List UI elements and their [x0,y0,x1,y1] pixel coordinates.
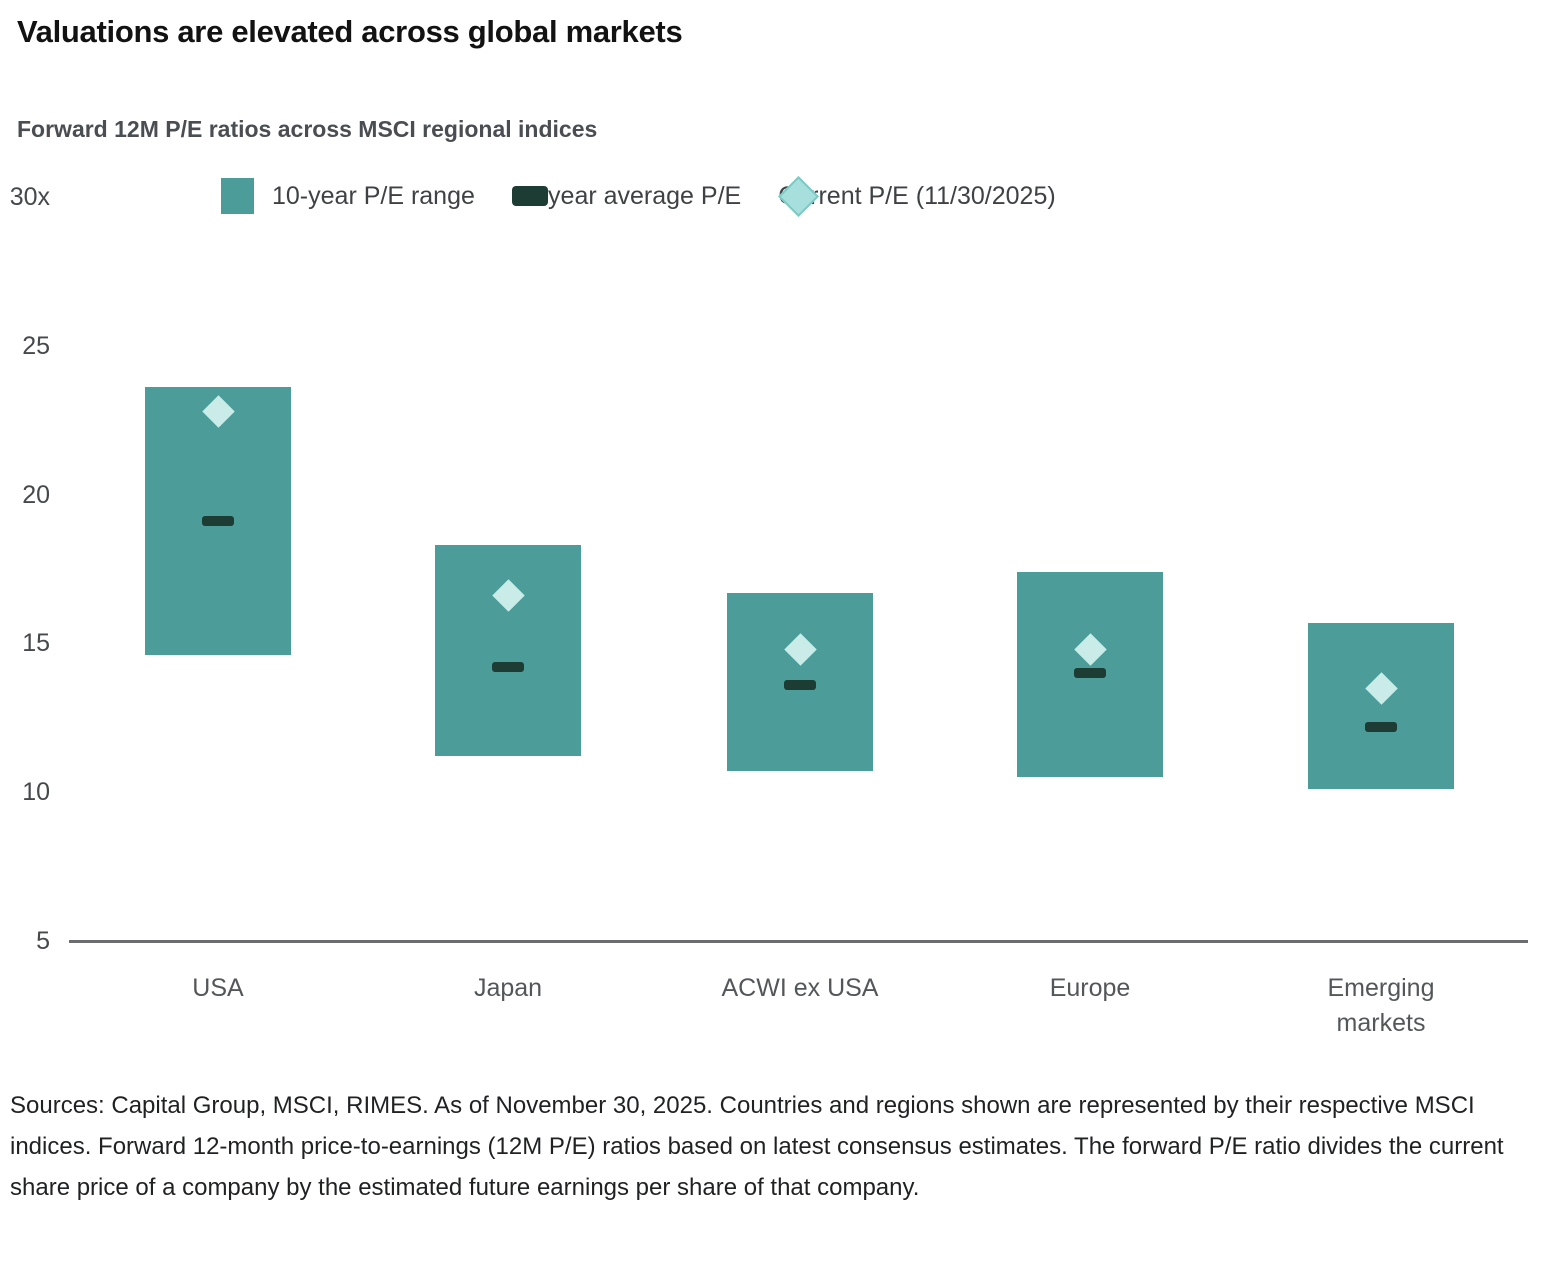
page-title: Valuations are elevated across global ma… [17,14,683,49]
y-axis-tick-label: 30x [9,183,50,211]
legend-item: Current P/E (11/30/2025) [778,175,1056,217]
x-axis-label: ACWI ex USA [721,974,879,1002]
y-axis-tick-label: 15 [22,629,50,658]
legend-item: 10-year P/E range [221,178,475,214]
y-axis-tick-label: 20 [22,480,50,509]
average-dash-marker [784,680,816,691]
chart-legend: 10-year P/E range 10-year average P/E Curr… [221,172,1056,220]
y-axis-tick-label: 10 [22,778,50,807]
range-swatch-icon [221,178,254,214]
x-axis-label: Emerging markets [1327,974,1435,1037]
x-axis-line [69,940,1528,943]
range-bar [435,545,581,757]
average-dash-marker [1074,668,1106,679]
legend-item: 10-year average P/E [511,181,742,211]
y-axis-tick-label: 5 [36,927,50,955]
average-dash-marker [202,516,234,527]
legend-item-label: 10-year P/E range [272,181,475,210]
average-dash-icon [511,186,548,206]
legend-item-label: 10-year average P/E [511,181,742,210]
y-axis-tick-label: 25 [22,331,50,360]
range-bar [1308,622,1454,790]
legend-item-label: Current P/E (11/30/2025) [778,181,1056,210]
x-axis-label: USA [192,974,244,1002]
source-note: Sources: Capital Group, MSCI, RIMES. As … [10,1092,1504,1201]
x-axis-label: Europe [1049,974,1131,1002]
average-dash-marker [492,662,524,673]
chart-subtitle: Forward 12M P/E ratios across MSCI regio… [17,116,598,142]
average-dash-marker [1365,721,1397,732]
x-axis-label: Japan [473,974,543,1002]
